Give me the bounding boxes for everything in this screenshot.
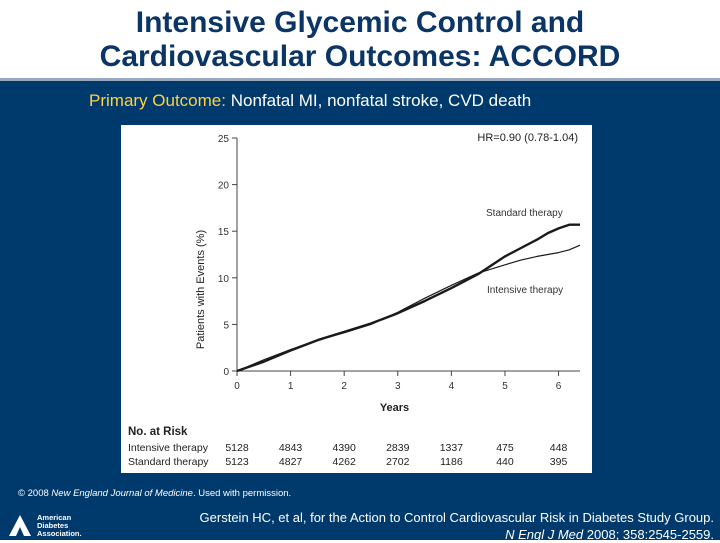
ada-logo: American Diabetes Association. xyxy=(9,513,82,538)
risk-value: 4262 xyxy=(333,456,357,468)
series-line-intensive xyxy=(236,244,581,372)
copyright-rest: . Used with permission. xyxy=(192,488,292,499)
y-tick-label: 5 xyxy=(223,320,229,331)
slide-title-line-1: Intensive Glycemic Control and xyxy=(135,6,585,39)
x-tick-label: 3 xyxy=(395,381,401,392)
citation-line-2: N Engl J Med 2008; 358:2545-2559. xyxy=(200,526,714,543)
citation-rest: 2008; 358:2545-2559. xyxy=(583,527,714,542)
risk-value: 4390 xyxy=(333,442,357,454)
logo-line-2: Diabetes xyxy=(37,521,68,530)
risk-value: 2839 xyxy=(386,442,410,454)
citation: Gerstein HC, et al, for the Action to Co… xyxy=(200,509,714,543)
logo-line-3: Association. xyxy=(37,529,82,538)
copyright-journal: New England Journal of Medicine xyxy=(51,488,193,499)
y-tick-label: 10 xyxy=(218,274,230,285)
citation-journal: N Engl J Med xyxy=(505,527,584,542)
x-tick-label: 0 xyxy=(234,381,240,392)
risk-value: 1186 xyxy=(440,456,463,468)
series-label-standard: Standard therapy xyxy=(486,208,563,219)
kaplan-meier-chart: 0 5 10 15 20 25 0 1 2 3 4 5 6 Patients with Events (%… xyxy=(121,125,592,473)
risk-table-title: No. at Risk xyxy=(128,426,188,438)
y-tick-label: 15 xyxy=(218,227,230,238)
x-tick-label: 5 xyxy=(502,381,508,392)
risk-value: 395 xyxy=(550,456,568,468)
risk-value: 448 xyxy=(550,442,568,454)
risk-value: 1337 xyxy=(440,442,464,454)
risk-value: 2702 xyxy=(386,456,410,468)
series-line-standard xyxy=(236,223,580,373)
risk-value: 440 xyxy=(496,456,514,468)
y-axis-label: Patients with Events (%) xyxy=(195,230,207,349)
x-tick-label: 1 xyxy=(288,381,294,392)
x-axis-label: Years xyxy=(380,402,409,414)
slide-title-line-2: Cardiovascular Outcomes: ACCORD xyxy=(99,40,621,73)
hazard-ratio-label: HR=0.90 (0.78-1.04) xyxy=(477,132,578,144)
risk-row-label: Standard therapy xyxy=(128,456,209,468)
copyright-symbol: © 2008 xyxy=(18,488,52,499)
risk-value: 4827 xyxy=(279,456,303,468)
x-tick-label: 6 xyxy=(556,381,562,392)
chart-svg: 0 5 10 15 20 25 0 1 2 3 4 5 6 Patients with Events (%… xyxy=(128,132,581,468)
citation-line-1: Gerstein HC, et al, for the Action to Co… xyxy=(199,510,714,525)
x-tick-label: 4 xyxy=(449,381,455,392)
subtitle-text: Nonfatal MI, nonfatal stroke, CVD death xyxy=(225,91,532,110)
y-tick-label: 25 xyxy=(218,134,230,145)
ada-triangle-inner xyxy=(16,527,24,536)
risk-value: 5123 xyxy=(225,456,249,468)
risk-row-label: Intensive therapy xyxy=(128,442,209,454)
risk-value: 475 xyxy=(496,442,514,454)
series-label-intensive: Intensive therapy xyxy=(487,285,563,296)
subtitle-label: Primary Outcome: xyxy=(89,91,226,110)
risk-value: 5128 xyxy=(225,442,249,454)
primary-outcome-subtitle: Primary Outcome: Nonfatal MI, nonfatal s… xyxy=(89,91,531,111)
x-tick-label: 2 xyxy=(341,381,347,392)
ada-triangle-icon xyxy=(9,515,31,536)
title-separator xyxy=(0,78,720,81)
title-band: Intensive Glycemic Control and Cardiovas… xyxy=(0,0,720,80)
risk-value: 4843 xyxy=(279,442,303,454)
logo-line-1: American xyxy=(37,513,72,522)
y-tick-label: 20 xyxy=(218,181,230,192)
copyright-notice: © 2008 New England Journal of Medicine. … xyxy=(18,488,291,499)
y-tick-label: 0 xyxy=(223,367,229,378)
